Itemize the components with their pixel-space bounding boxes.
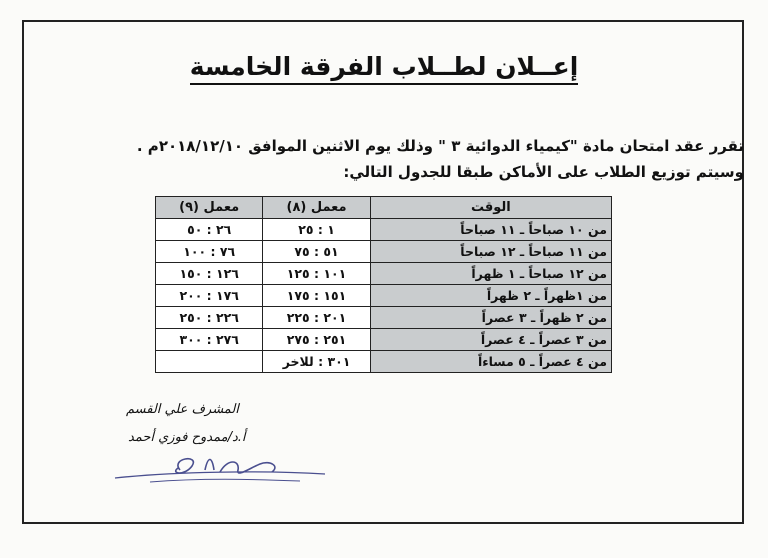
table-row: من ٣ عصراً ـ ٤ عصراً ٢٥١ : ٢٧٥ ٢٧٦ : ٣٠٠: [154, 328, 613, 351]
lab-9-cell: ٧٦ : ١٠٠: [154, 240, 264, 263]
time-cell: من ١١ صباحاً ـ ١٢ صباحاً: [369, 240, 613, 263]
document-border: [22, 20, 744, 524]
lab-8-cell: ١٠١ : ١٢٥: [262, 262, 371, 285]
table-row: من ٤ عصراً ـ ٥ مساءاً ٣٠١ : للاخر: [154, 350, 613, 373]
lab-8-cell: ٥١ : ٧٥: [262, 240, 371, 263]
table-row: من ١٠ صباحاً ـ ١١ صباحاً ١ : ٢٥ ٢٦ : ٥٠: [154, 218, 613, 241]
lab-8-cell: ١ : ٢٥: [262, 218, 371, 241]
lab-9-cell: ١٢٦ : ١٥٠: [154, 262, 264, 285]
time-cell: من ١٠ صباحاً ـ ١١ صباحاً: [369, 218, 613, 241]
table-row: من ١ظهراً ـ ٢ ظهراً ١٥١ : ١٧٥ ١٧٦ : ٢٠٠: [154, 284, 613, 307]
announcement-line-2: وسيتم توزيع الطلاب على الأماكن طبقا للجد…: [343, 163, 744, 181]
table-header-row: الوقت معمل (٨) معمل (٩): [154, 196, 613, 219]
lab-8-cell: ٣٠١ : للاخر: [262, 350, 371, 373]
time-cell: من ١٢ صباحاً ـ ١ ظهراً: [369, 262, 613, 285]
lab-9-cell: ١٧٦ : ٢٠٠: [154, 284, 264, 307]
title-text: إعــلان لطــلاب الفرقة الخامسة: [189, 52, 579, 85]
lab-8-cell: ٢٠١ : ٢٢٥: [262, 306, 371, 329]
time-cell: من ٤ عصراً ـ ٥ مساءاً: [369, 350, 613, 373]
announcement-line-1: تقرر عقد امتحان مادة "كيمياء الدوائية ٣ …: [136, 137, 744, 155]
lab-9-cell: ٢٦ : ٥٠: [154, 218, 264, 241]
table-row: من ٢ ظهراً ـ ٣ عصراً ٢٠١ : ٢٢٥ ٢٢٦ : ٢٥٠: [154, 306, 613, 329]
lab-9-cell: [154, 350, 264, 373]
table-row: من ١٢ صباحاً ـ ١ ظهراً ١٠١ : ١٢٥ ١٢٦ : ١٥٠: [154, 262, 613, 285]
supervisor-name: أ.د/ممدوح فوزي أحمد: [128, 430, 246, 445]
lab-8-cell: ٢٥١ : ٢٧٥: [262, 328, 371, 351]
schedule-table: الوقت معمل (٨) معمل (٩) من ١٠ صباحاً ـ ١…: [154, 196, 613, 373]
lab-9-cell: ٢٢٦ : ٢٥٠: [154, 306, 264, 329]
handwritten-signature: [114, 458, 326, 483]
header-time: الوقت: [369, 196, 613, 219]
header-lab-9: معمل (٩): [154, 196, 264, 219]
time-cell: من ١ظهراً ـ ٢ ظهراً: [369, 284, 613, 307]
table-row: من ١١ صباحاً ـ ١٢ صباحاً ٥١ : ٧٥ ٧٦ : ١٠٠: [154, 240, 613, 263]
lab-9-cell: ٢٧٦ : ٣٠٠: [154, 328, 264, 351]
page-title: إعــلان لطــلاب الفرقة الخامسة: [0, 52, 768, 85]
time-cell: من ٣ عصراً ـ ٤ عصراً: [369, 328, 613, 351]
lab-8-cell: ١٥١ : ١٧٥: [262, 284, 371, 307]
time-cell: من ٢ ظهراً ـ ٣ عصراً: [369, 306, 613, 329]
supervisor-role: المشرف علي القسم: [126, 402, 239, 417]
header-lab-8: معمل (٨): [262, 196, 371, 219]
